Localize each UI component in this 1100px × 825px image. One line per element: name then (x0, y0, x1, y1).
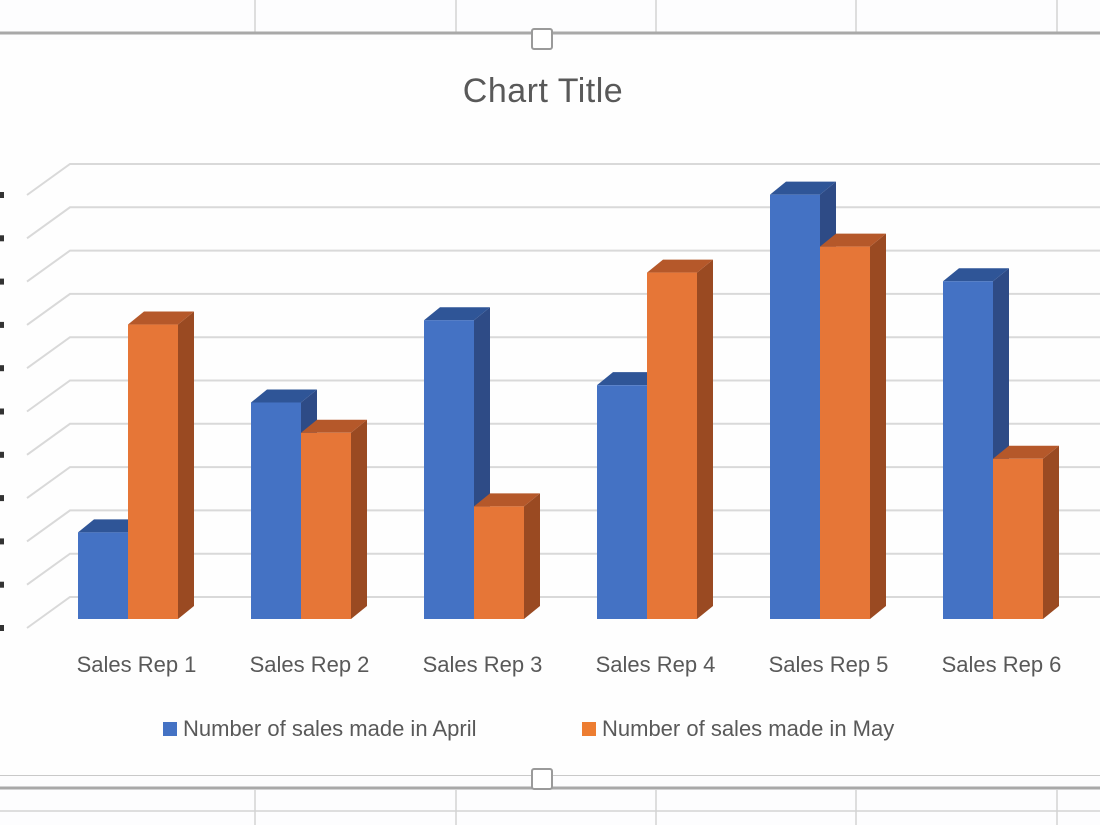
bar-may-rep1[interactable] (128, 311, 194, 619)
legend-item-april[interactable]: Number of sales made in April (163, 716, 476, 742)
bar-may-rep4[interactable] (647, 259, 713, 619)
y-tick-mark (0, 408, 4, 415)
category-label: Sales Rep 4 (595, 652, 716, 677)
bar-april-rep6[interactable] (943, 268, 1009, 619)
legend-swatch-may (582, 722, 596, 736)
category-label: Sales Rep 2 (249, 652, 370, 677)
legend-swatch-april (163, 722, 177, 736)
y-tick-mark (0, 495, 4, 502)
y-tick-mark (0, 451, 4, 458)
bar-may-rep3[interactable] (474, 493, 540, 619)
legend-label-april: Number of sales made in April (183, 716, 477, 741)
y-tick-mark (0, 278, 4, 285)
legend-label-may: Number of sales made in May (602, 716, 895, 741)
chart-title[interactable]: Chart Title (462, 72, 624, 110)
y-tick-mark (0, 625, 4, 631)
y-tick-mark (0, 192, 4, 198)
y-tick-mark (0, 365, 4, 372)
resize-handle-bottom[interactable] (531, 768, 553, 790)
bar-may-rep5[interactable] (820, 233, 886, 619)
category-label: Sales Rep 5 (768, 652, 889, 677)
category-label: Sales Rep 1 (76, 652, 197, 677)
y-tick-mark (0, 235, 4, 242)
bar-may-rep2[interactable] (301, 419, 367, 619)
bar-may-rep6[interactable] (993, 445, 1059, 619)
legend[interactable]: Number of sales made in April Number of … (0, 716, 1100, 748)
resize-handle-top[interactable] (531, 28, 553, 50)
y-tick-mark (0, 321, 4, 328)
category-label: Sales Rep 6 (941, 652, 1062, 677)
legend-item-may[interactable]: Number of sales made in May (582, 716, 894, 742)
y-tick-mark (0, 581, 4, 588)
category-label: Sales Rep 3 (422, 652, 543, 677)
gridlines (0, 163, 1100, 631)
plot-area[interactable] (0, 0, 1100, 650)
y-tick-mark (0, 538, 4, 545)
